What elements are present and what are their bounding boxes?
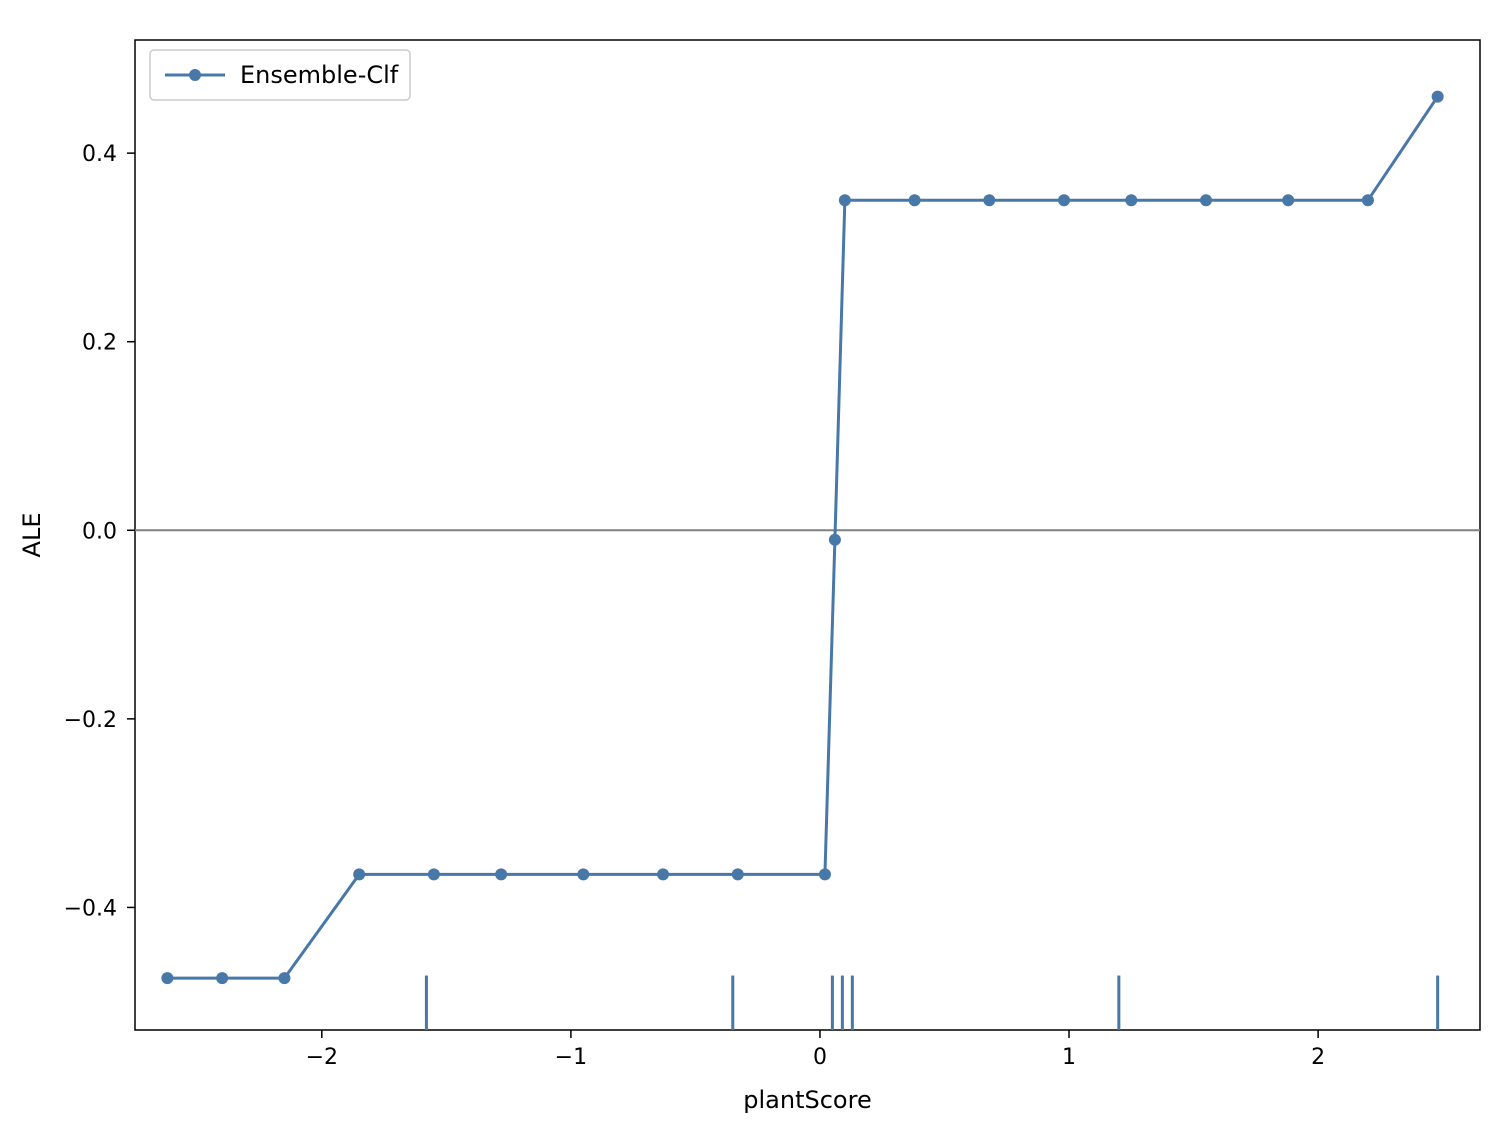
series-marker [1282, 194, 1294, 206]
series-marker [839, 194, 851, 206]
series-marker [657, 868, 669, 880]
series-marker [353, 868, 365, 880]
series-marker [1125, 194, 1137, 206]
chart-svg: −2 −1 0 1 2 plantScore −0.4 −0.2 0.0 0.2 0.4 ALE Ens… [0, 0, 1506, 1128]
series-marker [278, 972, 290, 984]
ale-chart: −2 −1 0 1 2 plantScore −0.4 −0.2 0.0 0.2 0.4 ALE Ens… [0, 0, 1506, 1128]
legend-label: Ensemble-Clf [240, 61, 399, 89]
series-marker [577, 868, 589, 880]
y-tick-label: 0.4 [82, 142, 117, 167]
series-marker [1200, 194, 1212, 206]
x-tick-label: −2 [306, 1045, 338, 1070]
series-marker [216, 972, 228, 984]
series-marker [161, 972, 173, 984]
series-marker [1362, 194, 1374, 206]
y-tick-label: −0.2 [64, 708, 117, 733]
y-tick-label: 0.0 [82, 519, 117, 544]
x-tick-label: −1 [555, 1045, 587, 1070]
series-marker [1432, 91, 1444, 103]
series-marker [983, 194, 995, 206]
y-tick-label: −0.4 [64, 896, 117, 921]
legend-marker-sample [189, 69, 201, 81]
series-marker [428, 868, 440, 880]
chart-background [0, 0, 1506, 1128]
x-tick-label: 0 [813, 1045, 827, 1070]
series-marker [732, 868, 744, 880]
series-marker [819, 868, 831, 880]
x-axis-label: plantScore [743, 1086, 871, 1114]
x-tick-label: 2 [1311, 1045, 1325, 1070]
y-axis-label: ALE [18, 513, 46, 558]
series-marker [829, 534, 841, 546]
y-tick-label: 0.2 [82, 331, 117, 356]
series-marker [495, 868, 507, 880]
series-marker [909, 194, 921, 206]
series-marker [1058, 194, 1070, 206]
x-tick-label: 1 [1062, 1045, 1076, 1070]
